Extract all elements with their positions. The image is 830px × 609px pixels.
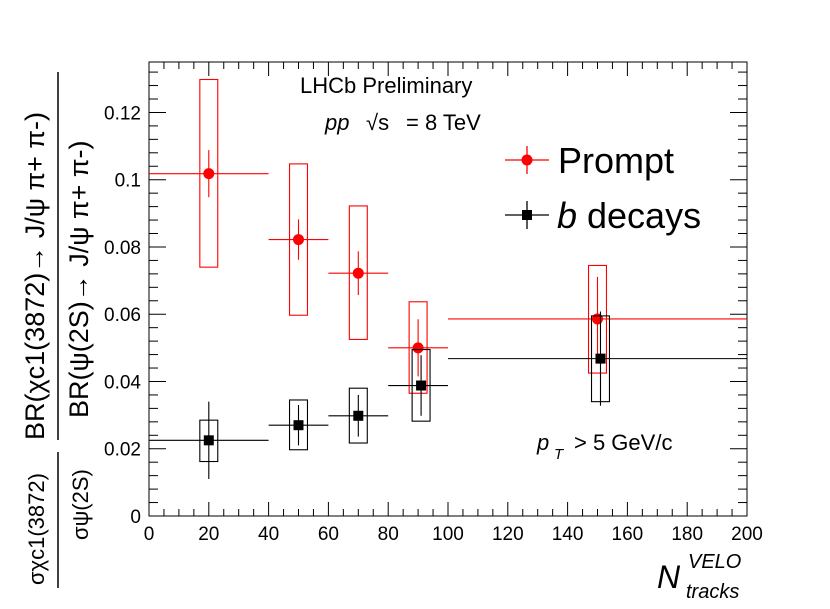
y-axis-br-top: BR(χc1(3872)→ J/ψ π+ π-) <box>20 112 50 440</box>
y-axis-sigma-bottom: σψ(2S) <box>68 469 93 540</box>
y-axis-br-bottom: BR(ψ(2S)→ J/ψ π+ π-) <box>64 140 94 418</box>
x-axis-title-main: N <box>657 559 681 595</box>
x-tick-label: 140 <box>552 524 584 545</box>
y-axis-sigma-top: σχc1(3872) <box>24 473 49 585</box>
x-tick-label: 100 <box>432 524 464 545</box>
y-tick-label: 0 <box>130 507 141 528</box>
y-tick-label: 0.02 <box>104 440 141 461</box>
series-b-decays <box>149 311 747 480</box>
experiment-label: LHCb Preliminary <box>300 73 472 98</box>
prompt-point <box>203 168 215 180</box>
x-tick-label: 20 <box>198 524 219 545</box>
x-tick-label: 60 <box>318 524 339 545</box>
legend-entry-b-decays: b decays <box>505 195 701 236</box>
energy-sqrt: √s <box>366 110 389 135</box>
b-decays-point <box>353 410 364 421</box>
energy-pp: pp <box>324 110 349 135</box>
b-decays-point <box>293 420 304 431</box>
prompt-point <box>412 342 424 354</box>
y-tick-label: 0.08 <box>104 238 141 259</box>
b-decays-point <box>203 435 214 446</box>
x-tick-label: 80 <box>378 524 399 545</box>
b-decays-point <box>595 353 606 364</box>
prompt-point <box>293 234 304 246</box>
y-tick-label: 0.04 <box>104 372 141 393</box>
x-axis-title: N VELO tracks <box>657 551 741 603</box>
x-axis-title-sup: VELO <box>688 551 741 573</box>
y-tick-label: 0.06 <box>104 305 141 326</box>
legend-prompt-marker <box>521 154 533 166</box>
x-tick-label: 160 <box>612 524 644 545</box>
legend-b-label-rest: decays <box>587 195 701 236</box>
x-axis-title-sub: tracks <box>686 581 739 603</box>
x-tick-label: 0 <box>144 524 155 545</box>
pt-cut-label: p T > 5 GeV/c <box>536 430 672 463</box>
legend-prompt-label: Prompt <box>558 140 674 181</box>
x-tick-label: 40 <box>258 524 279 545</box>
pt-sub: T <box>554 446 565 463</box>
pt-value: > 5 GeV/c <box>574 430 672 455</box>
energy-label: pp √s = 8 TeV <box>324 110 481 135</box>
y-tick-label: 0.12 <box>104 103 141 124</box>
prompt-point <box>592 313 603 325</box>
x-tick-label: 120 <box>492 524 524 545</box>
b-decays-point <box>416 380 427 391</box>
x-tick-label: 180 <box>671 524 703 545</box>
x-tick-label: 200 <box>731 524 763 545</box>
legend-b-marker <box>522 210 532 220</box>
energy-value: = 8 TeV <box>406 110 481 135</box>
legend: Prompt b decays <box>505 140 701 236</box>
prompt-point <box>352 267 364 279</box>
y-axis-title: BR(χc1(3872)→ J/ψ π+ π-) BR(ψ(2S)→ J/ψ π… <box>20 72 94 588</box>
y-tick-label: 0.1 <box>115 171 141 192</box>
legend-b-label-b: b <box>557 195 577 236</box>
pt-p: p <box>536 430 549 455</box>
legend-entry-prompt: Prompt <box>505 140 674 181</box>
